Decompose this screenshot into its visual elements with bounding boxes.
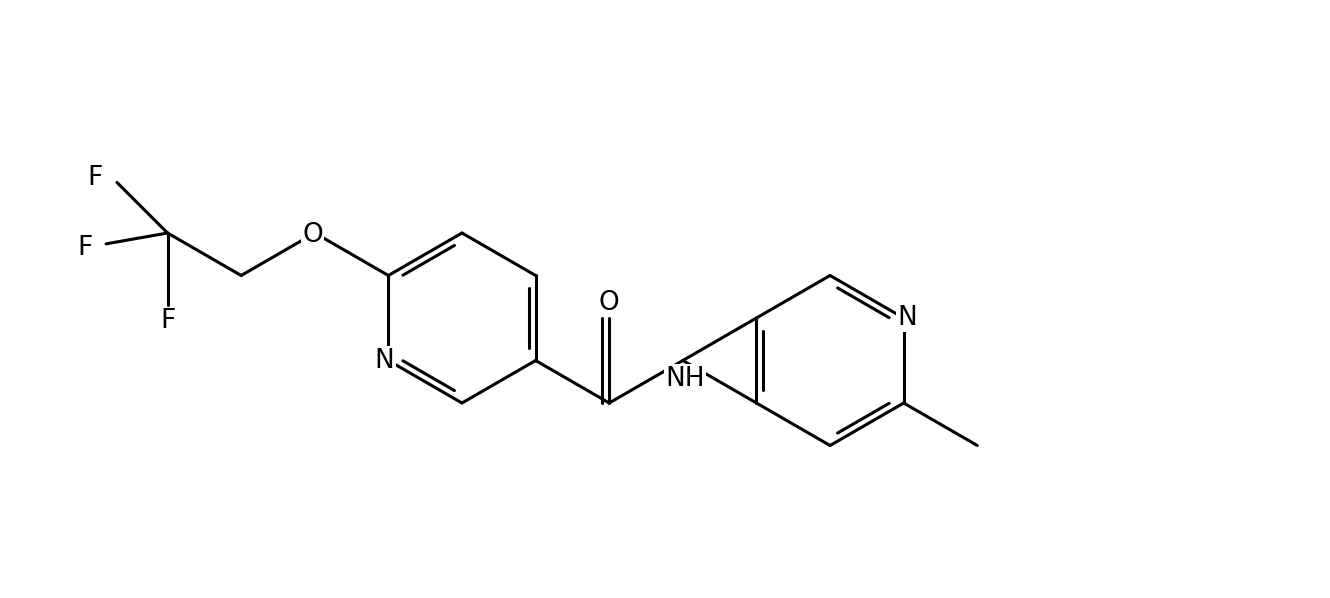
- Text: F: F: [88, 166, 102, 191]
- Text: O: O: [598, 290, 620, 316]
- Text: N: N: [375, 347, 394, 374]
- Text: O: O: [302, 222, 323, 248]
- Text: F: F: [160, 308, 176, 334]
- Text: F: F: [77, 235, 92, 261]
- Text: NH: NH: [665, 365, 705, 392]
- Text: N: N: [898, 305, 918, 331]
